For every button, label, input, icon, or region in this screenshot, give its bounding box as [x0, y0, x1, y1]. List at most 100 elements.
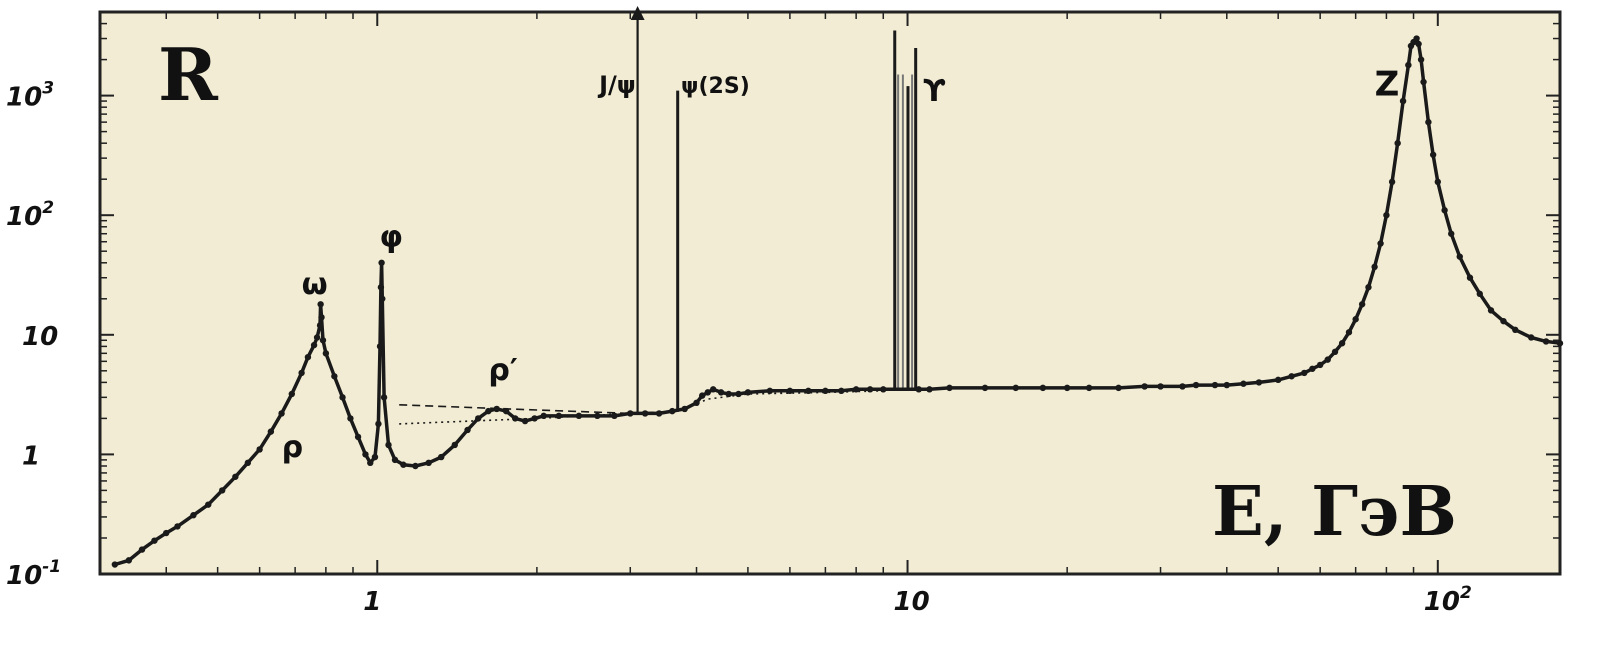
data-point	[347, 415, 354, 422]
data-point	[1388, 178, 1396, 186]
data-point	[138, 546, 146, 553]
data-point	[822, 387, 829, 395]
data-point	[699, 392, 706, 399]
data-point	[256, 446, 263, 453]
x-tick-label: 1	[363, 587, 381, 617]
data-point	[438, 453, 445, 461]
data-point	[693, 399, 700, 407]
data-point	[244, 459, 252, 467]
data-point	[1039, 384, 1047, 392]
data-point	[1115, 384, 1122, 392]
reference-curve	[399, 404, 679, 415]
data-point	[1012, 384, 1019, 392]
data-point	[1331, 348, 1339, 356]
data-point	[1417, 56, 1425, 63]
data-point	[1556, 340, 1564, 347]
data-point	[1466, 274, 1474, 281]
data-point	[1192, 381, 1200, 389]
data-point	[838, 387, 845, 395]
x-tick-label: 10	[894, 587, 930, 617]
data-point	[1211, 381, 1219, 389]
data-point	[669, 407, 676, 415]
data-point	[1394, 139, 1401, 147]
data-point	[267, 428, 275, 435]
data-point	[1456, 253, 1463, 260]
data-point	[1371, 263, 1378, 271]
data-point	[805, 387, 812, 395]
resonance-label: φ	[380, 219, 403, 254]
resonance-label: Z	[1375, 65, 1400, 105]
data-point	[375, 420, 382, 428]
data-point	[1542, 338, 1550, 345]
data-point	[288, 390, 296, 398]
data-point	[474, 415, 482, 422]
resonance-label: ρ	[282, 430, 303, 465]
data-point	[1512, 326, 1519, 334]
data-point	[594, 412, 601, 420]
y-tick-label: 10-1	[6, 557, 61, 591]
data-point	[1448, 230, 1455, 237]
data-point	[725, 390, 732, 398]
data-point	[502, 407, 510, 415]
data-point	[313, 334, 321, 341]
y-tick-label: 10	[22, 322, 58, 352]
data-point	[1223, 381, 1230, 389]
data-point	[511, 415, 519, 422]
data-point	[151, 537, 158, 544]
data-point	[1527, 334, 1535, 341]
data-point	[655, 410, 663, 417]
data-point	[627, 410, 634, 417]
resonance-label: ρ′	[488, 353, 517, 388]
data-point	[1377, 240, 1384, 247]
data-point	[1316, 361, 1324, 369]
narrow-resonance-lines	[630, 6, 918, 414]
data-point	[174, 523, 181, 530]
data-point	[1141, 383, 1148, 390]
data-point	[1405, 61, 1412, 69]
data-point	[555, 412, 563, 420]
data-point	[531, 415, 538, 422]
data-point	[641, 410, 649, 417]
y-tick-exponent: 2	[42, 198, 54, 218]
data-point	[1500, 317, 1507, 325]
data-point	[717, 389, 725, 396]
data-point	[125, 557, 133, 564]
data-point	[371, 453, 379, 461]
resonance-label: J/ψ	[597, 71, 636, 99]
data-point	[744, 389, 752, 396]
data-point	[163, 529, 170, 537]
y-tick-exponent: -1	[42, 557, 61, 577]
data-point	[1365, 284, 1372, 291]
y-tick-label: 103	[6, 79, 54, 113]
data-point	[362, 451, 369, 458]
data-point	[946, 384, 953, 392]
data-point	[681, 405, 688, 413]
data-point	[926, 386, 933, 393]
data-point	[1415, 40, 1422, 48]
data-point	[385, 441, 392, 449]
data-point	[205, 501, 212, 508]
data-point	[1413, 35, 1420, 42]
data-point	[464, 426, 471, 434]
resonance-label: ω	[302, 267, 328, 302]
x-axis-label: E, ГэВ	[1212, 472, 1457, 552]
data-point	[1420, 78, 1427, 86]
data-point	[1383, 211, 1390, 219]
data-point	[310, 341, 318, 349]
data-point	[377, 284, 385, 291]
jpsi-arrow-head	[630, 6, 645, 20]
data-point	[1063, 384, 1071, 392]
data-point	[575, 412, 583, 420]
data-point	[493, 405, 500, 413]
plot-area	[98, 10, 1562, 576]
data-point	[915, 386, 922, 393]
data-point	[190, 512, 197, 519]
data-point	[1288, 373, 1295, 380]
data-point	[376, 343, 384, 350]
data-points	[111, 35, 1564, 568]
data-point	[304, 353, 312, 361]
data-point	[1352, 316, 1359, 323]
data-point	[1345, 329, 1353, 336]
data-point	[391, 456, 399, 464]
data-point	[378, 259, 385, 266]
